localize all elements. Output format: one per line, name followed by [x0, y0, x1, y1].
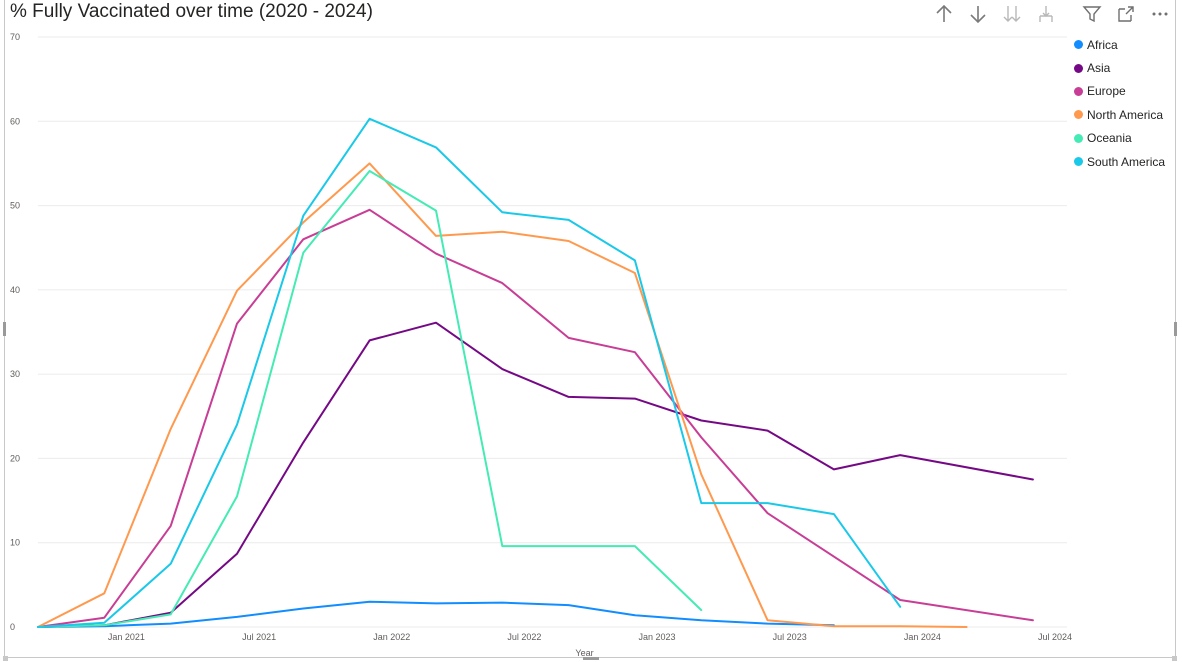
y-tick-label: 40 — [10, 285, 20, 295]
resize-corner-bottom-left[interactable] — [3, 656, 8, 661]
legend-item-north-america[interactable]: North America — [1074, 103, 1165, 126]
series-line-africa — [37, 600, 835, 628]
legend-item-oceania[interactable]: Oceania — [1074, 127, 1165, 150]
more-options-icon[interactable] — [1146, 2, 1174, 26]
y-tick-label: 50 — [10, 201, 20, 211]
arrow-down-icon[interactable] — [964, 2, 992, 26]
resize-corner-bottom-right[interactable] — [1172, 656, 1177, 661]
legend-label: Africa — [1087, 37, 1118, 52]
expand-hierarchy-icon[interactable] — [1032, 2, 1060, 26]
series-line-oceania — [37, 170, 703, 628]
legend-label: Asia — [1087, 61, 1111, 76]
legend-marker-asia — [1074, 63, 1083, 73]
chart-title: % Fully Vaccinated over time (2020 - 202… — [10, 1, 373, 22]
legend-label: Oceania — [1087, 131, 1132, 146]
series-line-north-america — [37, 162, 968, 628]
y-tick-label: 30 — [10, 369, 20, 379]
x-tick-label: Jul 2021 — [242, 632, 276, 642]
y-tick-label: 70 — [10, 32, 20, 42]
legend-marker-north-america — [1074, 110, 1083, 120]
legend-label: South America — [1087, 154, 1166, 169]
x-tick-label: Jan 2024 — [904, 632, 941, 642]
y-tick-label: 60 — [10, 116, 20, 126]
double-arrow-down-icon[interactable] — [998, 2, 1026, 26]
series-line-europe — [37, 208, 1034, 628]
y-tick-label: 20 — [10, 453, 20, 463]
x-tick-label: Jul 2022 — [507, 632, 541, 642]
y-tick-label: 10 — [10, 538, 20, 548]
x-tick-label: Jul 2023 — [773, 632, 807, 642]
legend-label: North America — [1087, 107, 1164, 122]
legend-marker-south-america — [1074, 157, 1083, 167]
legend-label: Europe — [1087, 84, 1126, 99]
focus-mode-icon[interactable] — [1112, 2, 1140, 26]
x-tick-label: Jan 2022 — [373, 632, 410, 642]
legend-item-europe[interactable]: Europe — [1074, 80, 1165, 103]
series-line-south-america — [37, 117, 902, 628]
arrow-up-icon[interactable] — [930, 2, 958, 26]
resize-handle-right[interactable] — [1174, 322, 1177, 336]
resize-handle-bottom[interactable] — [583, 657, 599, 660]
legend-item-south-america[interactable]: South America — [1074, 150, 1165, 173]
chart-legend: Africa Asia Europe North America Oceania… — [1074, 33, 1165, 173]
filter-icon[interactable] — [1078, 2, 1106, 26]
legend-marker-europe — [1074, 86, 1083, 96]
x-axis-title: Year — [575, 648, 593, 658]
legend-marker-africa — [1074, 40, 1083, 50]
x-tick-label: Jan 2021 — [108, 632, 145, 642]
series-line-asia — [37, 321, 1034, 628]
legend-marker-oceania — [1074, 133, 1083, 143]
resize-handle-left[interactable] — [3, 322, 6, 336]
x-tick-label: Jan 2023 — [639, 632, 676, 642]
visual-header-toolbar — [924, 2, 1174, 26]
legend-item-asia[interactable]: Asia — [1074, 56, 1165, 79]
legend-item-africa[interactable]: Africa — [1074, 33, 1165, 56]
x-tick-label: Jul 2024 — [1038, 632, 1072, 642]
y-tick-label: 0 — [10, 622, 15, 632]
